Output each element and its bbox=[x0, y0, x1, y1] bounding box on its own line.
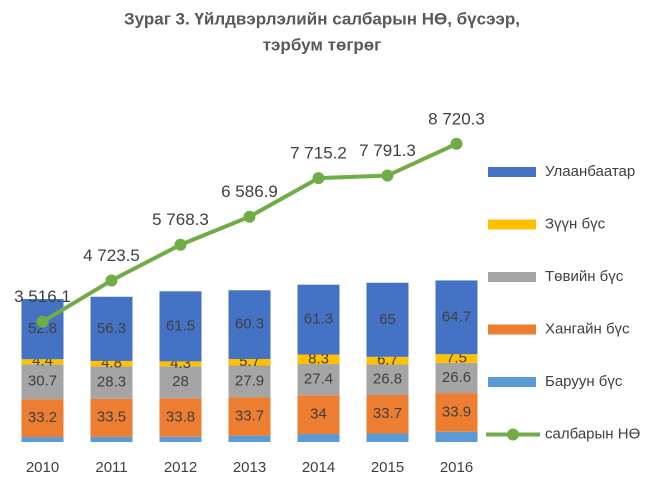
line-point bbox=[105, 274, 118, 287]
bar-segment bbox=[228, 397, 271, 436]
bar-segment bbox=[159, 436, 202, 442]
bar-segment bbox=[159, 291, 202, 362]
data-label: 7 791.3 bbox=[359, 141, 416, 160]
bar-segment bbox=[159, 398, 202, 437]
x-tick-label: 2015 bbox=[371, 459, 404, 476]
bar-segment bbox=[297, 395, 340, 435]
legend-label: Баруун бүс bbox=[545, 373, 623, 390]
data-label: 5 768.3 bbox=[152, 210, 209, 229]
bar-segment bbox=[435, 362, 478, 394]
bar-segment bbox=[90, 366, 133, 399]
bar-segment bbox=[228, 290, 271, 360]
data-label: 27.9 bbox=[235, 372, 264, 389]
data-label: 8 720.3 bbox=[428, 109, 485, 128]
bar-segment bbox=[366, 364, 409, 396]
chart-title: тэрбум төгрөг bbox=[263, 35, 382, 54]
bar-segment bbox=[21, 299, 64, 360]
bar-segment bbox=[90, 436, 133, 442]
data-label: 27.4 bbox=[304, 371, 333, 388]
data-label: 28.3 bbox=[97, 374, 126, 391]
bar-segment bbox=[228, 359, 271, 366]
bar-segment bbox=[435, 431, 478, 442]
legend-swatch bbox=[488, 377, 536, 387]
x-tick-label: 2011 bbox=[95, 459, 127, 476]
bar-segment bbox=[366, 282, 409, 357]
legend-swatch bbox=[488, 324, 536, 335]
legend-label: Улаанбаатар bbox=[545, 163, 635, 180]
bar-segment bbox=[297, 364, 340, 396]
bar-segment bbox=[228, 435, 271, 442]
data-label: 33.8 bbox=[166, 408, 195, 425]
data-label: 33.7 bbox=[235, 407, 264, 424]
legend-label: Зүүн бүс bbox=[545, 215, 606, 232]
data-label: 26.8 bbox=[373, 371, 402, 388]
legend-label: салбарын НӨ bbox=[545, 425, 640, 442]
data-label: 7 715.2 bbox=[290, 144, 347, 163]
data-label: 56.3 bbox=[97, 320, 126, 337]
bar-segment bbox=[21, 364, 64, 400]
data-label: 30.7 bbox=[28, 373, 57, 390]
bar-segment bbox=[21, 399, 64, 438]
data-label: 65 bbox=[379, 311, 396, 328]
data-label: 61.3 bbox=[304, 311, 333, 328]
legend-swatch bbox=[488, 219, 536, 230]
legend-swatch bbox=[488, 272, 536, 282]
bar-segment bbox=[366, 356, 409, 365]
data-label: 4 723.5 bbox=[83, 246, 140, 265]
line-point bbox=[174, 238, 187, 251]
line-point bbox=[36, 315, 49, 328]
data-label: 64.7 bbox=[442, 308, 471, 325]
x-tick-label: 2012 bbox=[164, 459, 197, 476]
data-label: 33.5 bbox=[97, 409, 126, 426]
line-point bbox=[243, 210, 256, 223]
data-label: 34 bbox=[310, 406, 327, 423]
x-tick-label: 2013 bbox=[233, 459, 266, 476]
x-tick-label: 2016 bbox=[440, 459, 473, 476]
bar-segment bbox=[297, 354, 340, 365]
bar-segment bbox=[435, 280, 478, 355]
bar-segment bbox=[435, 354, 478, 363]
data-label: 33.9 bbox=[442, 403, 471, 420]
bar-segment bbox=[90, 398, 133, 437]
bar-segment bbox=[435, 393, 478, 432]
legend-label: Төвийн бүс bbox=[545, 268, 624, 285]
x-tick-label: 2010 bbox=[26, 459, 59, 476]
line-point bbox=[450, 137, 463, 150]
bar-segment bbox=[366, 395, 409, 434]
line-point bbox=[312, 172, 325, 185]
bar-segment bbox=[159, 361, 202, 367]
bar-segment bbox=[159, 366, 202, 399]
data-label: 33.7 bbox=[373, 405, 402, 422]
data-label: 60.3 bbox=[235, 316, 264, 333]
data-label: 28 bbox=[172, 373, 189, 390]
legend-swatch bbox=[507, 428, 519, 441]
bar-segment bbox=[21, 359, 64, 365]
legend-swatch bbox=[488, 167, 536, 177]
x-tick-label: 2014 bbox=[302, 459, 335, 476]
data-label: 6 586.9 bbox=[221, 182, 278, 201]
bar-segment bbox=[366, 433, 409, 442]
chart-title: Зураг 3. Үйлдвэрлэлийн салбарын НӨ, бүсэ… bbox=[124, 9, 520, 28]
bar-segment bbox=[297, 284, 340, 355]
data-label: 61.5 bbox=[166, 317, 195, 334]
bar-segment bbox=[90, 360, 133, 367]
bar-segment bbox=[228, 365, 271, 398]
data-label: 33.2 bbox=[28, 409, 57, 426]
data-label: 52.8 bbox=[28, 320, 57, 337]
data-label: 26.6 bbox=[442, 369, 471, 386]
legend-label: Хангайн бүс bbox=[545, 320, 630, 337]
data-label: 3 516.1 bbox=[14, 287, 71, 306]
bar-segment bbox=[90, 296, 133, 361]
bar-segment bbox=[21, 437, 64, 442]
bar-segment bbox=[297, 434, 340, 442]
line-point bbox=[381, 169, 394, 182]
